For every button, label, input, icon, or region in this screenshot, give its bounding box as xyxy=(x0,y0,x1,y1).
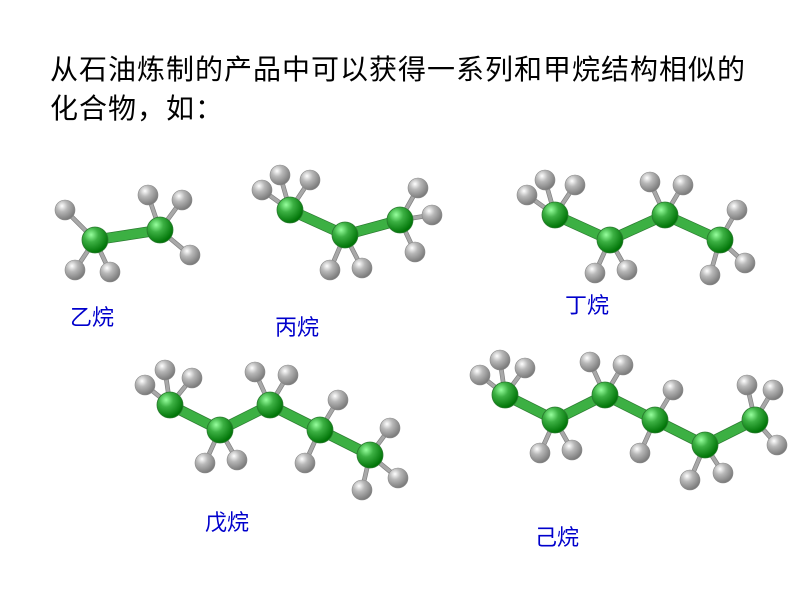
carbon-atom xyxy=(357,442,383,468)
hydrogen-atom xyxy=(270,165,290,185)
hydrogen-atom xyxy=(55,200,75,220)
hydrogen-atom xyxy=(320,260,340,280)
hydrogen-atom xyxy=(585,263,605,283)
hydrogen-atom xyxy=(767,435,787,455)
carbon-atom xyxy=(307,417,333,443)
hydrogen-atom xyxy=(580,352,600,372)
hydrogen-atom xyxy=(245,362,265,382)
carbon-atom xyxy=(692,432,718,458)
molecule-svg xyxy=(505,155,765,325)
hydrogen-atom xyxy=(565,175,585,195)
hydrogen-atom xyxy=(737,375,757,395)
hydrogen-atom xyxy=(535,170,555,190)
hydrogen-atom xyxy=(388,468,408,488)
hydrogen-atom xyxy=(727,200,747,220)
carbon-atom xyxy=(277,197,303,223)
hydrogen-atom xyxy=(490,350,510,370)
hydrogen-atom xyxy=(352,258,372,278)
carbon-atom xyxy=(147,217,173,243)
hydrogen-atom xyxy=(352,480,372,500)
hydrogen-atom xyxy=(700,265,720,285)
hydrogen-atom xyxy=(530,443,550,463)
hydrogen-atom xyxy=(735,253,755,273)
slide-heading: 从石油炼制的产品中可以获得一系列和甲烷结构相似的化合物，如： xyxy=(50,50,750,128)
carbon-atom xyxy=(332,222,358,248)
molecule-svg xyxy=(250,160,460,330)
hydrogen-atom xyxy=(195,453,215,473)
hydrogen-atom xyxy=(673,175,693,195)
molecule-svg xyxy=(455,345,775,555)
hydrogen-atom xyxy=(408,178,428,198)
molecule-label-ethane: 乙烷 xyxy=(70,300,114,332)
carbon-atom xyxy=(492,382,518,408)
hydrogen-atom xyxy=(763,380,783,400)
hydrogen-atom xyxy=(613,355,633,375)
carbon-atom xyxy=(642,407,668,433)
carbon-atom xyxy=(207,417,233,443)
carbon-atom xyxy=(387,207,413,233)
carbon-atom xyxy=(257,392,283,418)
hydrogen-atom xyxy=(328,390,348,410)
molecule-hexane xyxy=(455,345,775,555)
carbon-atom xyxy=(542,407,568,433)
carbon-atom xyxy=(707,227,733,253)
molecule-pentane xyxy=(120,350,410,550)
hydrogen-atom xyxy=(155,360,175,380)
hydrogen-atom xyxy=(630,443,650,463)
hydrogen-atom xyxy=(517,185,537,205)
hydrogen-atom xyxy=(182,368,202,388)
carbon-atom xyxy=(592,382,618,408)
hydrogen-atom xyxy=(252,180,272,200)
molecule-label-hexane: 己烷 xyxy=(535,520,579,552)
carbon-atom xyxy=(157,392,183,418)
carbon-atom xyxy=(742,407,768,433)
hydrogen-atom xyxy=(470,365,490,385)
molecule-label-propane: 丙烷 xyxy=(275,310,319,342)
molecule-ethane xyxy=(30,170,230,330)
hydrogen-atom xyxy=(295,453,315,473)
hydrogen-atom xyxy=(300,170,320,190)
hydrogen-atom xyxy=(562,440,582,460)
hydrogen-atom xyxy=(100,262,120,282)
carbon-atom xyxy=(597,227,623,253)
molecule-label-pentane: 戊烷 xyxy=(205,505,249,537)
molecule-butane xyxy=(505,155,765,325)
hydrogen-atom xyxy=(172,190,192,210)
hydrogen-atom xyxy=(713,463,733,483)
molecule-svg xyxy=(120,350,410,550)
hydrogen-atom xyxy=(680,470,700,490)
molecule-label-butane: 丁烷 xyxy=(565,288,609,320)
hydrogen-atom xyxy=(663,380,683,400)
hydrogen-atom xyxy=(640,172,660,192)
hydrogen-atom xyxy=(138,185,158,205)
hydrogen-atom xyxy=(180,245,200,265)
hydrogen-atom xyxy=(227,450,247,470)
carbon-atom xyxy=(542,202,568,228)
hydrogen-atom xyxy=(405,242,425,262)
hydrogen-atom xyxy=(65,260,85,280)
hydrogen-atom xyxy=(422,205,442,225)
hydrogen-atom xyxy=(617,260,637,280)
molecule-propane xyxy=(250,160,460,330)
molecule-svg xyxy=(30,170,230,330)
carbon-atom xyxy=(652,202,678,228)
hydrogen-atom xyxy=(278,365,298,385)
hydrogen-atom xyxy=(135,375,155,395)
carbon-atom xyxy=(82,227,108,253)
hydrogen-atom xyxy=(380,418,400,438)
hydrogen-atom xyxy=(515,358,535,378)
